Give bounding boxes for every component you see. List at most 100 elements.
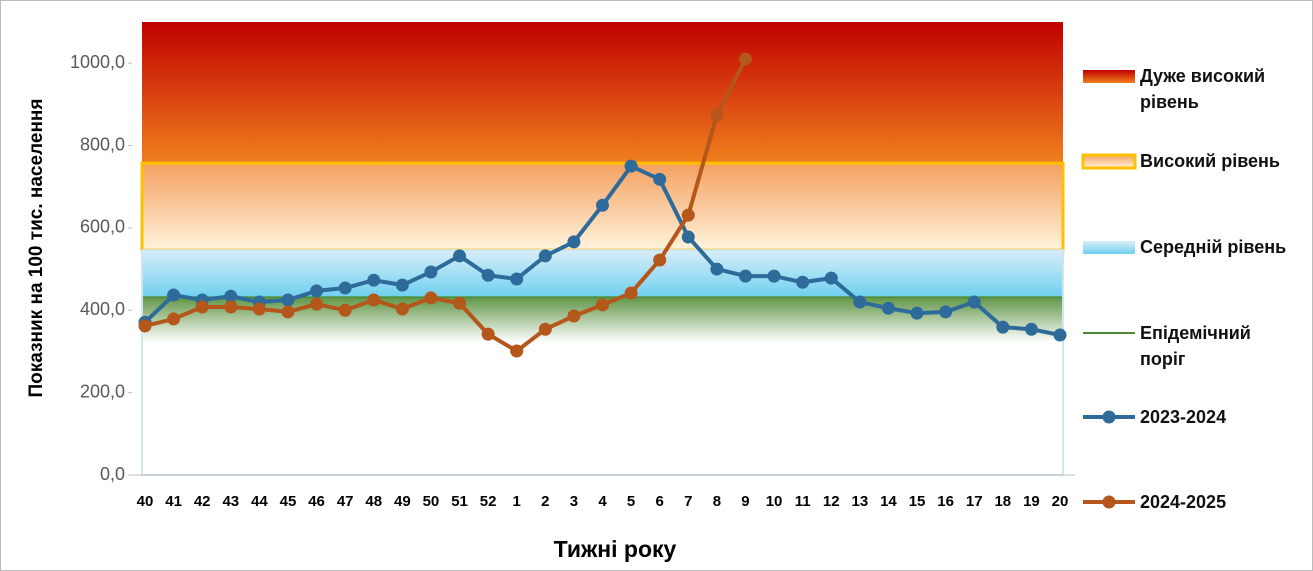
- data-point: [424, 265, 438, 279]
- x-tick-label: 44: [251, 493, 268, 510]
- data-point: [481, 327, 495, 341]
- data-point: [310, 284, 324, 298]
- data-point: [653, 172, 667, 186]
- data-point: [767, 269, 781, 283]
- x-tick-label: 19: [1023, 493, 1040, 510]
- data-point: [481, 268, 495, 282]
- legend-marker: [1102, 410, 1116, 424]
- data-point: [853, 295, 867, 309]
- data-point: [224, 300, 238, 314]
- y-tick-label: 600,0: [80, 217, 125, 237]
- legend-label: Середній рівень: [1140, 237, 1287, 257]
- x-tick-label: 46: [308, 493, 325, 510]
- x-tick-label: 18: [994, 493, 1011, 510]
- data-point: [395, 302, 409, 316]
- data-point: [910, 306, 924, 320]
- x-tick-label: 52: [480, 493, 497, 510]
- x-tick-label: 11: [795, 493, 811, 510]
- data-point: [738, 269, 752, 283]
- y-tick-label: 400,0: [80, 299, 125, 319]
- x-tick-label: 8: [713, 493, 721, 510]
- data-point: [338, 281, 352, 295]
- data-point: [281, 305, 295, 319]
- x-tick-label: 51: [451, 493, 468, 510]
- series-line: [144, 58, 748, 354]
- data-point: [710, 262, 724, 276]
- data-point: [967, 295, 981, 309]
- x-tick-label: 16: [937, 493, 954, 510]
- x-tick-label: 40: [137, 493, 154, 510]
- data-point: [310, 297, 324, 311]
- x-tick-label: 48: [365, 493, 382, 510]
- data-point: [252, 302, 266, 316]
- y-tick-label: 0,0: [100, 464, 125, 484]
- x-tick-label: 20: [1052, 493, 1069, 510]
- x-tick-label: 49: [394, 493, 411, 510]
- legend-swatch: [1081, 153, 1137, 170]
- data-point: [338, 303, 352, 317]
- data-point: [453, 249, 467, 263]
- data-point: [624, 159, 638, 173]
- data-point: [796, 275, 810, 289]
- x-tick-label: 47: [337, 493, 354, 510]
- data-point: [1053, 328, 1067, 342]
- data-point: [195, 300, 209, 314]
- data-point: [167, 288, 181, 302]
- data-point: [224, 289, 238, 303]
- x-tick-label: 1: [513, 493, 521, 510]
- x-tick-label: 2: [541, 493, 549, 510]
- data-point: [510, 344, 524, 358]
- level-band: [142, 250, 1063, 298]
- legend-label: Дуже високий рівень: [1140, 66, 1266, 112]
- x-tick-label: 45: [280, 493, 297, 510]
- data-point: [281, 293, 295, 307]
- x-tick-label: 9: [741, 493, 749, 510]
- x-tick-label: 42: [194, 493, 211, 510]
- x-tick-label: 4: [598, 493, 607, 510]
- data-point: [424, 291, 438, 305]
- x-tick-label: 50: [423, 493, 440, 510]
- level-band: [142, 22, 1063, 164]
- data-point: [824, 271, 838, 285]
- x-tick-label: 3: [570, 493, 578, 510]
- data-point: [624, 286, 638, 300]
- x-tick-label: 7: [684, 493, 692, 510]
- legend-label: Високий рівень: [1140, 151, 1280, 171]
- legend-label: Епідемічний поріг: [1140, 323, 1251, 369]
- legend-label: 2023-2024: [1140, 407, 1227, 427]
- x-tick-label: 5: [627, 493, 635, 510]
- legend-swatch: [1083, 70, 1135, 83]
- data-point: [881, 301, 895, 315]
- data-point: [538, 249, 552, 263]
- data-point: [367, 293, 381, 307]
- y-tick-label: 200,0: [80, 381, 125, 401]
- data-point: [996, 320, 1010, 334]
- data-point: [738, 52, 752, 66]
- legend-marker: [1102, 495, 1116, 509]
- data-point: [939, 305, 953, 319]
- data-point: [567, 309, 581, 323]
- x-tick-label: 13: [852, 493, 869, 510]
- data-point: [1024, 322, 1038, 336]
- data-point: [167, 312, 181, 326]
- data-point: [510, 272, 524, 286]
- x-tick-label: 17: [966, 493, 983, 510]
- x-tick-label: 15: [909, 493, 926, 510]
- data-point: [653, 253, 667, 267]
- x-axis-title: Тижні року: [554, 536, 677, 562]
- x-tick-label: 10: [766, 493, 783, 510]
- x-tick-label: 41: [165, 493, 182, 510]
- y-axis-title: Показник на 100 тис. населення: [26, 99, 47, 398]
- y-tick-label: 800,0: [80, 134, 125, 154]
- data-point: [367, 273, 381, 287]
- y-tick-label: 1000,0: [70, 52, 125, 72]
- data-point: [567, 235, 581, 249]
- data-point: [138, 319, 152, 333]
- x-tick-label: 14: [880, 493, 897, 510]
- legend-label: 2024-2025: [1140, 492, 1227, 512]
- data-point: [681, 230, 695, 244]
- data-point: [395, 278, 409, 292]
- legend-swatch: [1083, 241, 1135, 254]
- data-point: [681, 208, 695, 222]
